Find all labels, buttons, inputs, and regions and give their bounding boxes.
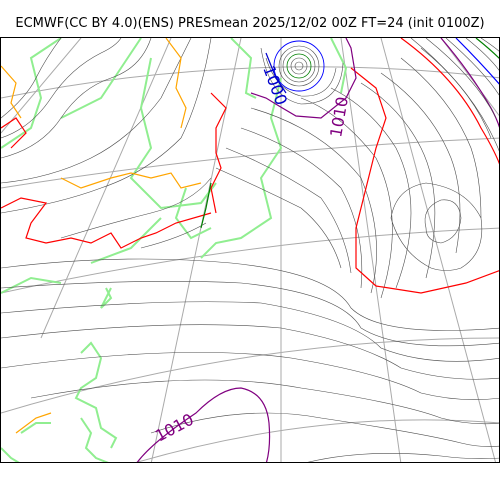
map-panel: 1000 1010 1010 [0, 37, 500, 463]
isobars-dense [410, 38, 499, 152]
orange-contour [165, 38, 187, 129]
low-pressure-center [260, 40, 344, 105]
isobars [1, 38, 499, 462]
blue-contour [455, 38, 499, 85]
purple-contour [250, 38, 357, 119]
orange-contour [60, 172, 202, 189]
pressure-map: 1000 1010 1010 [1, 38, 499, 462]
chart-title: ECMWF(CC BY 4.0)(ENS) PRESmean 2025/12/0… [15, 16, 485, 31]
isobar-label-1010: 1010 [326, 95, 352, 138]
blue-contour [265, 52, 287, 94]
coastline [1, 38, 348, 462]
purple-contour [440, 38, 499, 128]
graticule [1, 38, 499, 462]
red-contour [210, 92, 227, 214]
purple-contour [136, 387, 271, 462]
orange-contour [15, 412, 52, 434]
green-contour [475, 38, 499, 59]
red-contour [1, 117, 27, 149]
red-contour [400, 38, 499, 165]
orange-contour [1, 65, 22, 119]
red-contour [1, 197, 212, 249]
isobar-label-1000: 1000 [259, 63, 291, 108]
red-contour [350, 67, 499, 294]
isobar-label-1010: 1010 [152, 410, 197, 446]
green-contour [200, 182, 212, 229]
